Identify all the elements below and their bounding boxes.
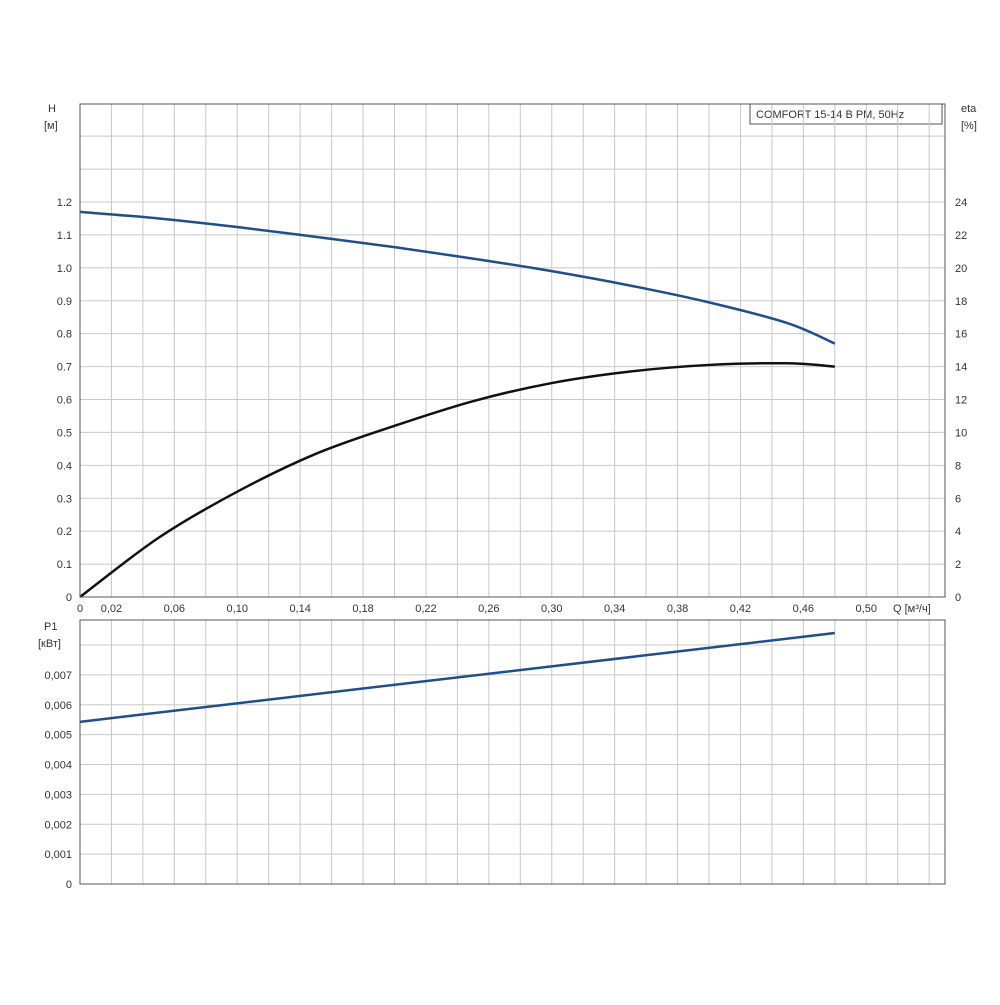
y-right-tick-label: 2 xyxy=(955,559,961,571)
x-tick-label: 0,38 xyxy=(667,603,688,615)
y-left-unit: [м] xyxy=(44,120,58,132)
y-left-tick-label: 0.6 xyxy=(57,395,72,407)
y-left-tick-label: 0.2 xyxy=(57,526,72,538)
p1-tick-label: 0,006 xyxy=(44,700,72,712)
x-tick-label: 0,22 xyxy=(415,603,436,615)
series-line-h xyxy=(79,210,836,345)
y-right-tick-label: 8 xyxy=(955,460,961,472)
y-left-tick-label: 1.2 xyxy=(57,197,72,209)
y-right-unit: [%] xyxy=(961,120,977,132)
series-line-p1 xyxy=(79,631,835,724)
p1-tick-label: 0,004 xyxy=(44,760,72,772)
p1-tick-label: 0,005 xyxy=(44,730,72,742)
y-left-tick-label: 0.9 xyxy=(57,296,72,308)
title-box: COMFORT 15-14 B PM, 50Hz xyxy=(749,103,943,125)
p1-tick-label: 0,002 xyxy=(44,819,72,831)
y-left-tick-label: 0.5 xyxy=(57,427,72,439)
y-right-tick-label: 4 xyxy=(955,526,961,538)
y-right-tick-label: 12 xyxy=(955,395,967,407)
y-left-tick-label: 0.3 xyxy=(57,493,72,505)
p1-label: P1 xyxy=(44,621,57,633)
y-left-tick-label: 1.0 xyxy=(57,263,72,275)
x-tick-label: 0,46 xyxy=(793,603,814,615)
y-left-tick-label: 0.7 xyxy=(57,362,72,374)
tick-labels: 0 0,02 0,06 0,10 0,14 0,18 0,22 0,26 0,30 0,34 0,3… xyxy=(44,197,967,891)
chart-frames xyxy=(79,103,946,885)
y-right-tick-label: 20 xyxy=(955,263,967,275)
y-right-tick-label: 6 xyxy=(955,493,961,505)
y-left-label: H xyxy=(48,103,56,115)
x-tick-label: 0,26 xyxy=(478,603,499,615)
p1-unit: [кВт] xyxy=(38,638,61,650)
x-tick-label: 0,50 xyxy=(856,603,877,615)
series-layer xyxy=(79,210,836,724)
y-left-tick-label: 0.1 xyxy=(57,559,72,571)
y-right-tick-label: 14 xyxy=(955,362,967,374)
series-line-eta xyxy=(79,361,835,598)
x-tick-label: 0 xyxy=(77,603,83,615)
x-tick-label: 0,30 xyxy=(541,603,562,615)
p1-tick-label: 0,003 xyxy=(44,789,72,801)
x-tick-label: 0,14 xyxy=(289,603,310,615)
y-right-tick-label: 16 xyxy=(955,329,967,341)
p1-tick-label: 0 xyxy=(66,879,72,891)
x-axis-label: Q [м³/ч] xyxy=(893,603,931,615)
x-tick-label: 0,42 xyxy=(730,603,751,615)
top-grid xyxy=(79,104,945,597)
top-plot-frame xyxy=(79,103,946,598)
x-tick-label: 0,06 xyxy=(164,603,185,615)
x-tick-label: 0,02 xyxy=(101,603,122,615)
y-left-tick-label: 1.1 xyxy=(57,230,72,242)
y-right-tick-label: 22 xyxy=(955,230,967,242)
p1-tick-label: 0,007 xyxy=(44,670,72,682)
x-tick-label: 0,18 xyxy=(352,603,373,615)
p1-tick-label: 0,001 xyxy=(44,849,72,861)
y-right-tick-label: 18 xyxy=(955,296,967,308)
chart-title: COMFORT 15-14 B PM, 50Hz xyxy=(756,109,904,121)
bottom-grid xyxy=(79,620,945,884)
y-left-tick-label: 0 xyxy=(66,592,72,604)
y-right-tick-label: 10 xyxy=(955,427,967,439)
y-right-tick-label: 24 xyxy=(955,197,967,209)
y-right-label: eta xyxy=(961,103,977,115)
y-right-tick-label: 0 xyxy=(955,592,961,604)
x-tick-label: 0,10 xyxy=(227,603,248,615)
y-left-tick-label: 0.4 xyxy=(57,460,72,472)
y-left-tick-label: 0.8 xyxy=(57,329,72,341)
bottom-plot-frame xyxy=(79,619,946,885)
x-tick-label: 0,34 xyxy=(604,603,625,615)
